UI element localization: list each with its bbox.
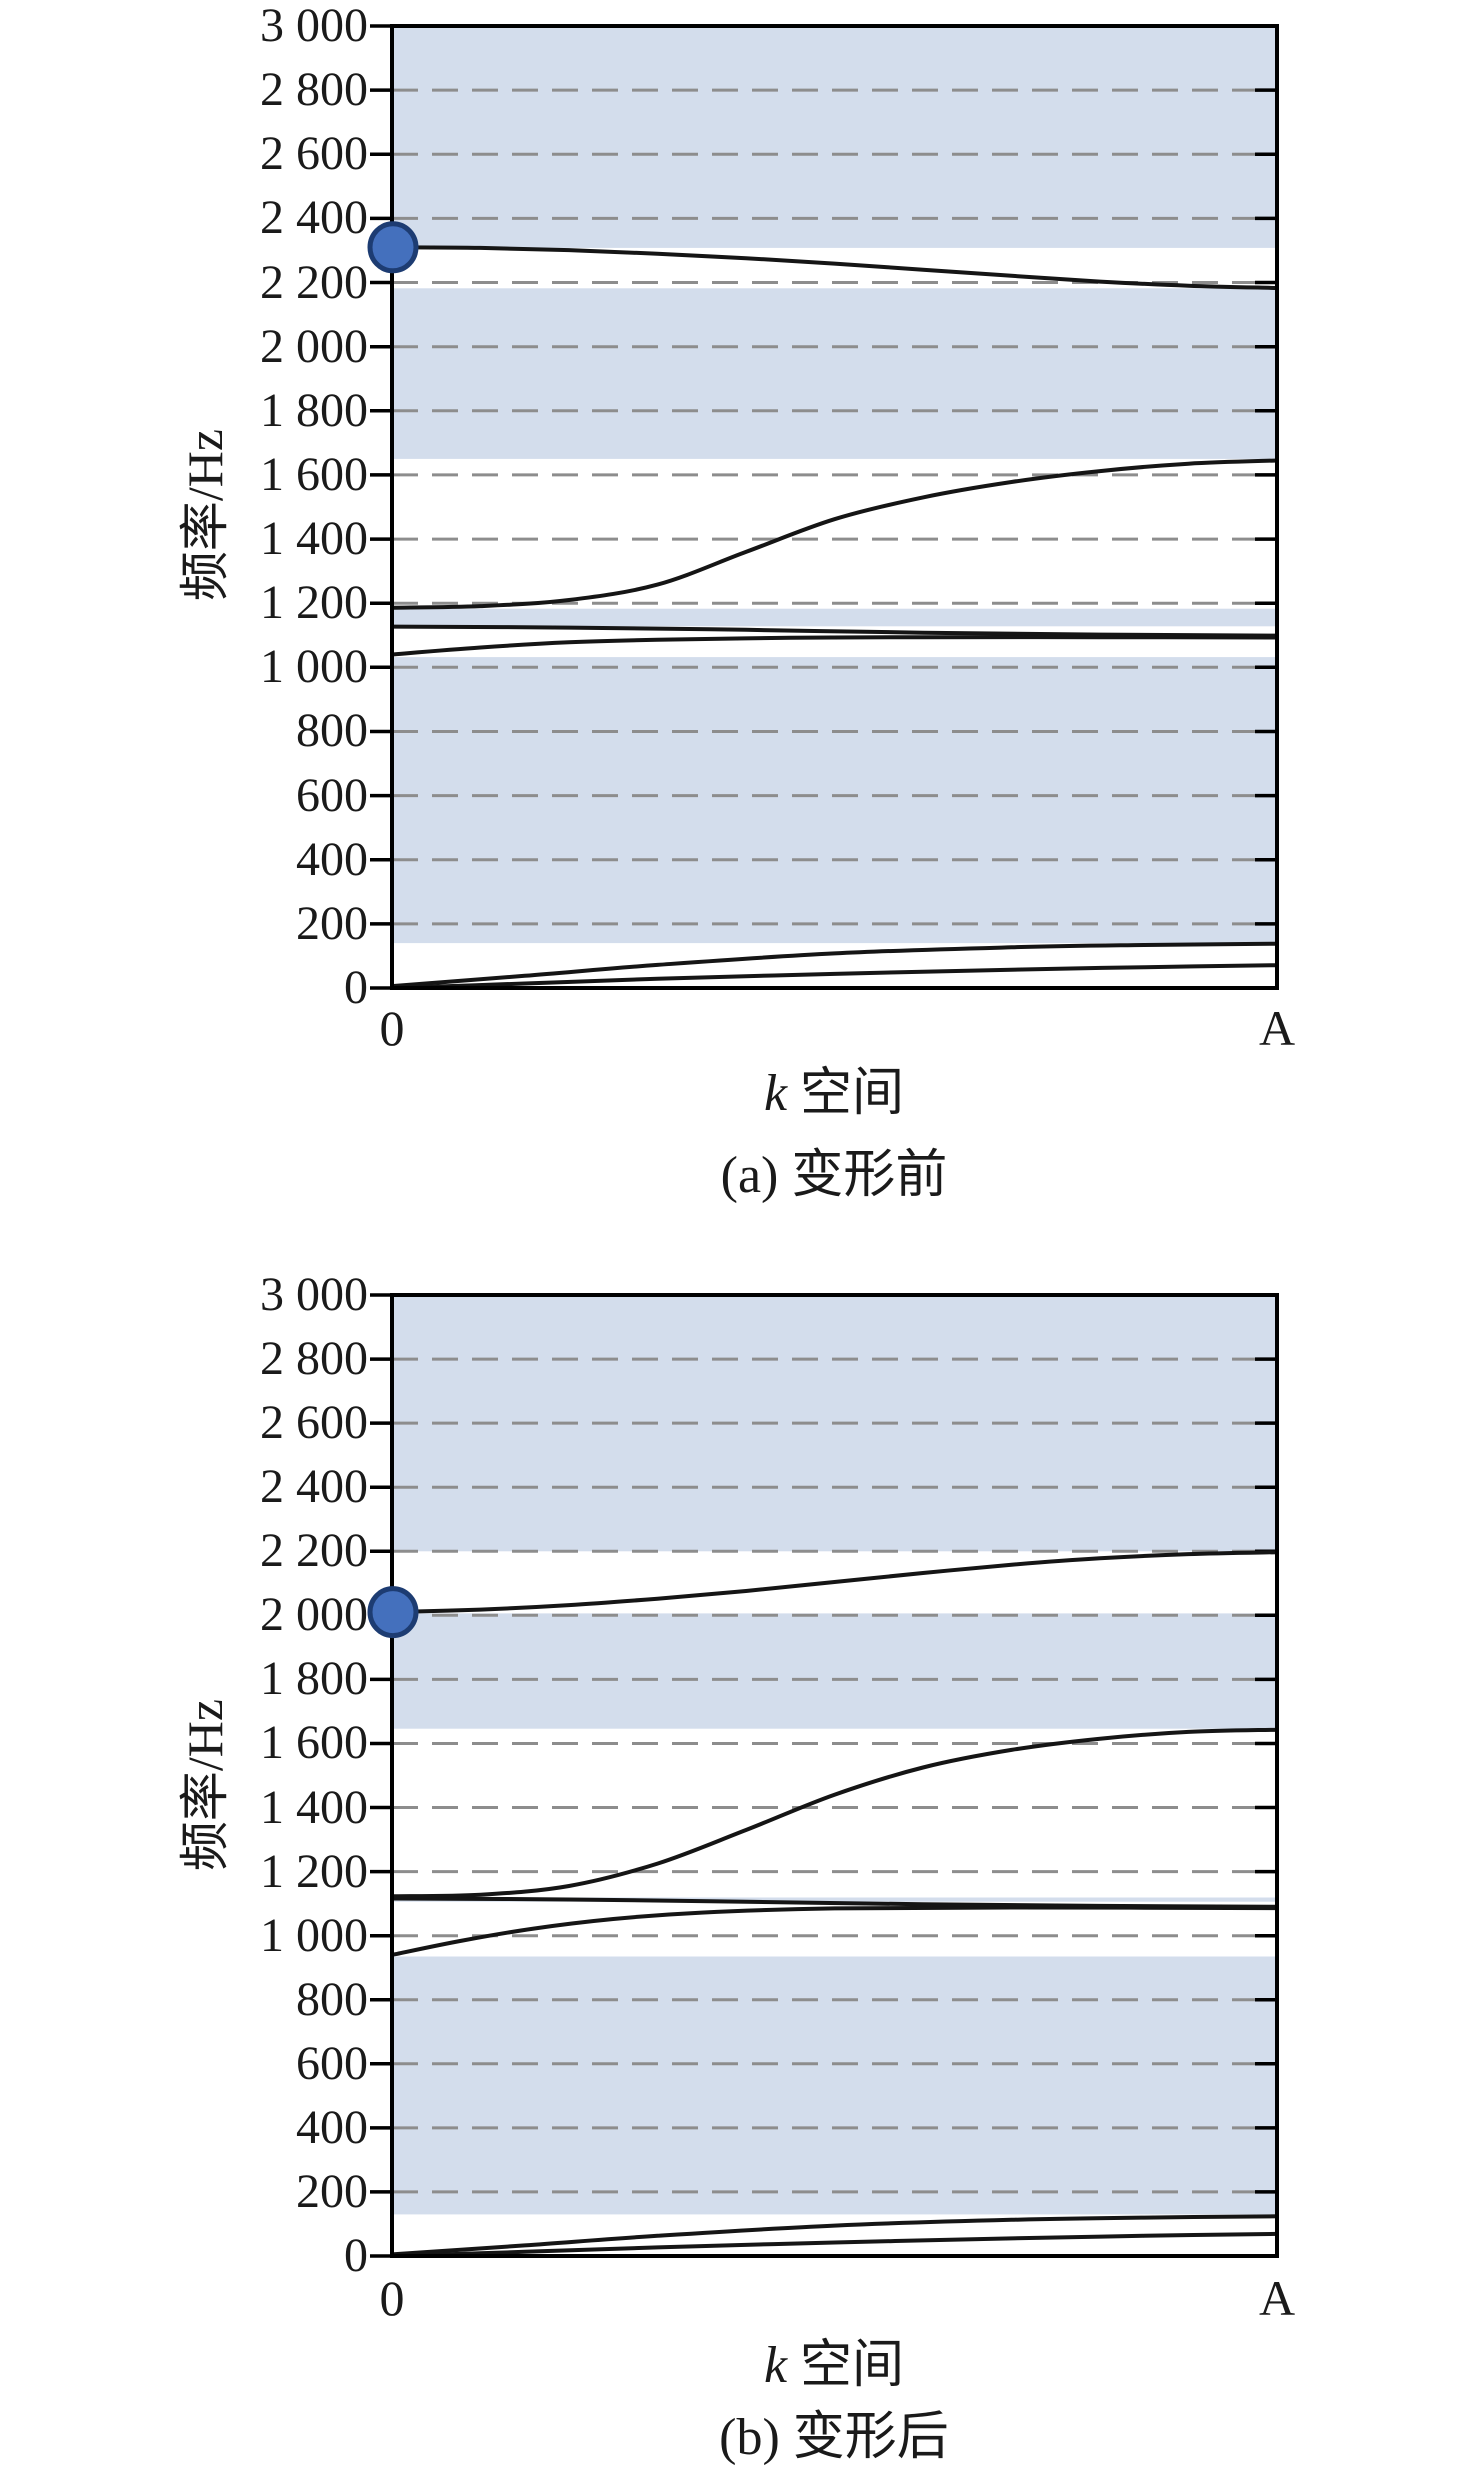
band-5-curve-b [390,1727,1279,1899]
y-tick-label-a-2800: 2 800 [260,63,368,117]
band-gap-region-a-4 [392,26,1277,248]
y-tick-label-a-1200: 1 200 [260,576,368,630]
y-tick-label-a-3000: 3 000 [260,0,368,52]
plot-frame-a [390,24,1279,990]
band-3-curve-b [390,1905,1279,1957]
plot-frame-b [390,1293,1279,2258]
chart-caption-b: (b) 变形后 [719,2409,949,2466]
y-tick-label-b-1200: 1 200 [260,1844,368,1898]
x-axis-label-b: k 空间 [534,2336,1134,2396]
y-tick-label-b-2400: 2 400 [260,1460,368,1514]
y-tick-label-b-1000: 1 000 [260,1908,368,1962]
y-tick-label-a-0: 0 [344,961,368,1014]
y-tick-label-b-2000: 2 000 [260,1588,368,1642]
y-tick-label-a-2200: 2 200 [260,255,368,309]
band-gap-region-b-3 [392,1613,1277,1729]
start-frequency-marker-a [367,221,419,274]
band-gap-region-a-2 [392,608,1277,627]
x-axis-label-b-variable: k [763,2337,788,2394]
y-tick-label-b-2200: 2 200 [260,1524,368,1578]
y-tick-label-b-1400: 1 400 [260,1780,368,1834]
y-tick-label-a-1400: 1 400 [260,512,368,566]
y-tick-label-a-2600: 2 600 [260,127,368,181]
band-6-curve-b [390,1550,1279,1615]
y-tick-label-a-800: 800 [296,704,368,758]
x-axis-label-a-variable: k [763,1065,788,1122]
y-tick-label-a-200: 200 [296,896,368,950]
y-tick-label-a-2000: 2 000 [260,319,368,373]
band-4-curve-b [390,1896,1279,1909]
y-tick-label-b-1600: 1 600 [260,1716,368,1770]
band-4-curve-a [390,624,1279,638]
x-axis-label-a-text: 空间 [787,1065,905,1122]
band-5-curve-a [390,458,1279,610]
y-tick-label-b-2600: 2 600 [260,1396,368,1450]
y-tick-label-a-600: 600 [296,768,368,822]
x-tick-label-a-A: A [1258,1000,1296,1056]
chart-caption-a: (a) 变形前 [720,1147,948,1204]
x-axis-label-a: k 空间 [534,1064,1134,1124]
x-tick-label-b-A: A [1258,2270,1296,2326]
band-2-curve-b [390,2214,1279,2257]
y-tick-label-a-2400: 2 400 [260,191,368,245]
band-1-curve-b [390,2231,1279,2258]
y-tick-label-a-400: 400 [296,832,368,886]
y-tick-label-b-800: 800 [296,1972,368,2026]
x-tick-label-b-0: 0 [379,2270,405,2326]
y-tick-label-b-2800: 2 800 [260,1332,368,1386]
y-tick-label-a-1000: 1 000 [260,640,368,694]
band-3-curve-a [390,635,1279,657]
y-tick-label-b-3000: 3 000 [260,1268,368,1321]
y-tick-label-a-1600: 1 600 [260,447,368,501]
band-2-curve-a [390,941,1279,989]
y-tick-label-b-1800: 1 800 [260,1652,368,1706]
y-tick-label-b-400: 400 [296,2100,368,2154]
band-1-curve-a [390,963,1279,990]
y-tick-label-a-1800: 1 800 [260,383,368,437]
y-tick-label-b-0: 0 [344,2229,368,2282]
y-tick-label-b-600: 600 [296,2036,368,2090]
x-tick-label-a-0: 0 [379,1000,405,1056]
band-gap-region-b-1 [392,1956,1277,2215]
band-gap-region-b-2 [392,1897,1277,1902]
x-axis-label-b-text: 空间 [787,2337,905,2394]
band-gap-region-a-3 [392,288,1277,459]
start-frequency-marker-b [367,1586,419,1639]
band-6-curve-a [390,245,1279,290]
y-tick-label-b-200: 200 [296,2164,368,2218]
band-gap-region-a-1 [392,657,1277,944]
